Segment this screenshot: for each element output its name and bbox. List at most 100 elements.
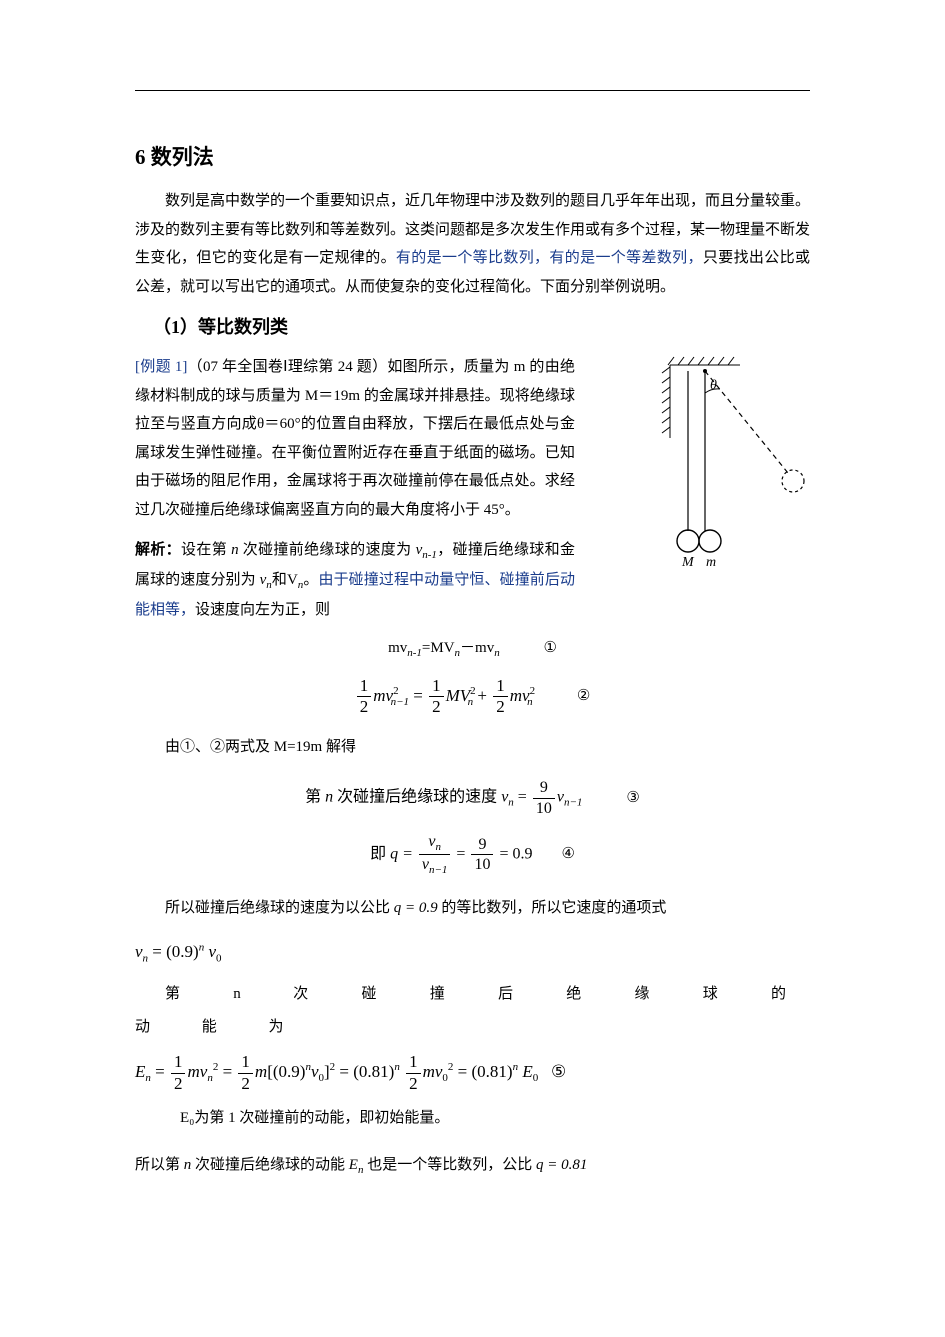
subsection-number: （1） bbox=[153, 317, 198, 337]
formula-vn: vn = (0.9)n v0 bbox=[135, 933, 810, 971]
eq5-d2: 2 bbox=[238, 1074, 253, 1094]
section-title: 6 数列法 bbox=[135, 141, 810, 171]
equation-1: mvn-1=MVn－mvn ① bbox=[135, 638, 810, 661]
eq5-081b: (0.81) bbox=[472, 1062, 513, 1081]
eq5-sub0a: 0 bbox=[318, 1072, 324, 1084]
eq5-081a: (0.81) bbox=[353, 1062, 394, 1081]
intro-colored: 有的是一个等比数列，有的是一个等差数列， bbox=[396, 250, 703, 266]
eq4-num: 9 bbox=[471, 835, 493, 855]
eq2-plus: + bbox=[473, 685, 491, 704]
eq5-m2: m bbox=[255, 1062, 267, 1081]
eq2-sup3: 2 bbox=[530, 685, 536, 697]
bl4c: 也是一个等比数列，公比 bbox=[363, 1157, 536, 1173]
eq3-den: 10 bbox=[533, 799, 555, 818]
eq5-n1: 1 bbox=[171, 1052, 186, 1073]
equation-2: 12mv2n−1 = 12MV2n + 12mv2n ② bbox=[135, 676, 810, 718]
eq3-n: n bbox=[325, 789, 333, 806]
eq2-sup1: 2 bbox=[393, 685, 399, 697]
eq5-m3: m bbox=[423, 1062, 435, 1081]
theta-label: θ bbox=[710, 378, 717, 393]
eq5-n3: 1 bbox=[406, 1052, 421, 1073]
eq2-num1: 1 bbox=[357, 676, 372, 697]
sub-nm1: n-1 bbox=[422, 549, 437, 561]
eq3-eq: = bbox=[514, 789, 531, 806]
subsection-title: （1）等比数列类 bbox=[135, 313, 810, 339]
section-title-text: 数列法 bbox=[151, 145, 214, 169]
eq4-q: q = bbox=[390, 845, 417, 862]
problem-label: [例题 1] bbox=[135, 359, 187, 375]
problem-block: [例题 1]（07 年全国卷Ⅰ理综第 24 题）如图所示，质量为 m 的由绝缘材… bbox=[135, 353, 810, 624]
eq5-d1: 2 bbox=[171, 1074, 186, 1094]
eq4-vnm1: v bbox=[422, 856, 429, 873]
eq2-num2: 1 bbox=[429, 676, 444, 697]
eq1-s1: n-1 bbox=[407, 647, 422, 659]
body-line-3: E₀为第 1 次碰撞前的动能，即初始能量。 bbox=[135, 1102, 810, 1135]
intro-paragraph: 数列是高中数学的一个重要知识点，近几年物理中涉及数列的题目几乎年年出现，而且分量… bbox=[135, 187, 810, 301]
bl4En: E bbox=[349, 1157, 358, 1173]
eq5-m1: m bbox=[187, 1062, 199, 1081]
eq2-MV: MV bbox=[446, 685, 471, 704]
equation-4: 即 q = vnvn−1 = 910 = 0.9 ④ bbox=[135, 832, 810, 878]
var-n: n bbox=[231, 542, 239, 558]
eq2-den2: 2 bbox=[429, 697, 444, 717]
problem-body: 如图所示，质量为 m 的由绝缘材料制成的球与质量为 M＝19m 的金属球并排悬挂… bbox=[135, 359, 575, 518]
equation-3: 第 n 次碰撞后绝缘球的速度 vn = 910vn−1 ③ bbox=[135, 778, 810, 817]
fvn-v0: v bbox=[204, 942, 216, 961]
fvn-v: v bbox=[135, 942, 143, 961]
bl1a: 所以碰撞后绝缘球的速度为以公比 bbox=[165, 900, 394, 916]
eq5-n2: 1 bbox=[238, 1052, 253, 1073]
circle-4: ④ bbox=[561, 846, 574, 862]
eq5-E0: E bbox=[522, 1062, 532, 1081]
bl1-q: q = 0.9 bbox=[394, 900, 438, 916]
eq3-num: 9 bbox=[533, 778, 555, 798]
eq4-vn-sub: n bbox=[435, 841, 441, 853]
section-number: 6 bbox=[135, 145, 146, 169]
eq5-sup3: 2 bbox=[448, 1061, 454, 1073]
fvn-eq: = (0.9) bbox=[148, 942, 199, 961]
bl4b: 次碰撞后绝缘球的动能 bbox=[191, 1157, 349, 1173]
eq3-vnm1: v bbox=[557, 789, 564, 806]
eq5-supn3: n bbox=[513, 1061, 519, 1073]
body-line-2: 第 n 次 碰 撞 后 绝 缘 球 的 动 能 为 bbox=[135, 978, 810, 1044]
eq5-subn: n bbox=[145, 1072, 151, 1084]
a-l1d: 和V bbox=[272, 572, 298, 588]
eq3-subnm1: n−1 bbox=[564, 797, 582, 809]
label-m: m bbox=[706, 555, 716, 570]
bridge-text: 由①、②两式及 M=19m 解得 bbox=[135, 731, 810, 764]
a-l1f: 设速度向左为正，则 bbox=[195, 602, 330, 618]
eq5-d3: 2 bbox=[406, 1074, 421, 1094]
body-line-4: 所以第 n 次碰撞后绝缘球的动能 En 也是一个等比数列，公比 q = 0.81 bbox=[135, 1149, 810, 1182]
eq2-den3: 2 bbox=[493, 697, 508, 717]
eq1-b: =MV bbox=[422, 640, 455, 656]
eq3-mid: 次碰撞后绝缘球的速度 bbox=[333, 789, 501, 806]
eq5-sup2: 2 bbox=[330, 1061, 336, 1073]
pendulum-diagram: θ M m bbox=[610, 353, 810, 583]
a-l1a: 设在第 bbox=[181, 542, 231, 558]
eq2-sub1: n−1 bbox=[391, 696, 409, 708]
a-l1b: 次碰撞前绝缘球的速度为 bbox=[239, 542, 416, 558]
problem-source: （07 年全国卷Ⅰ理综第 24 题） bbox=[187, 359, 387, 375]
analysis-text: 解析：设在第 n 次碰撞前绝缘球的速度为 vn-1，碰撞后绝缘球和金属球的速度分… bbox=[135, 536, 575, 624]
analysis-label: 解析： bbox=[135, 542, 181, 558]
eq5-eq1: = bbox=[218, 1062, 236, 1081]
eq5-vn-sub: n bbox=[207, 1072, 213, 1084]
eq2-num3: 1 bbox=[493, 676, 508, 697]
eq5-E0sub: 0 bbox=[533, 1072, 539, 1084]
eq1-c: －mv bbox=[460, 640, 494, 656]
eq1-s3: n bbox=[494, 647, 500, 659]
eq4-vnm1-sub: n−1 bbox=[429, 864, 447, 876]
eq3-prefix: 第 bbox=[305, 789, 325, 806]
bl4q: q = 0.81 bbox=[536, 1157, 587, 1173]
eq5-sub0b: 0 bbox=[442, 1072, 448, 1084]
eq2-eq1: = bbox=[409, 685, 427, 704]
eq5-09a: (0.9) bbox=[273, 1062, 306, 1081]
top-horizontal-rule bbox=[135, 90, 810, 91]
subsection-title-text: 等比数列类 bbox=[198, 317, 288, 337]
eq1-a: mv bbox=[388, 640, 407, 656]
diagram-svg: θ M m bbox=[610, 353, 810, 583]
circle-1: ① bbox=[543, 640, 556, 656]
eq4-prefix: 即 bbox=[370, 845, 386, 862]
equation-5: En = 12mvn2 = 12m[(0.9)nv0]2 = (0.81)n 1… bbox=[135, 1052, 810, 1094]
circle-3: ③ bbox=[626, 790, 639, 806]
fvn-sub0: 0 bbox=[216, 952, 222, 964]
